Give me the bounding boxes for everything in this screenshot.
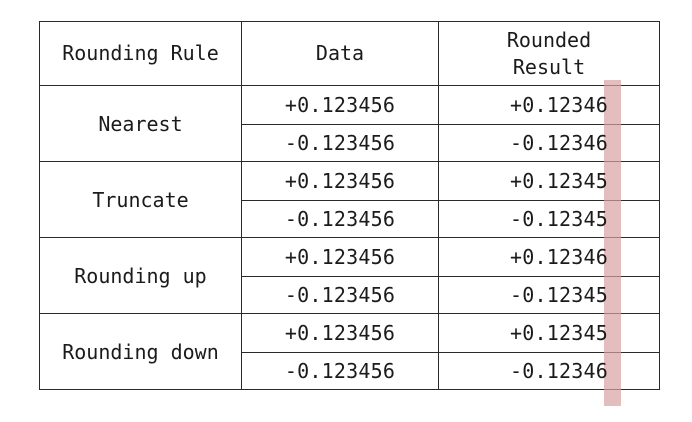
header-rounded-result-line1: Rounded (506, 27, 592, 52)
rounded-last-digit: 5 (595, 169, 608, 193)
rounded-cell: -0.12345 (438, 200, 660, 238)
rounded-cell: +0.12345 (438, 161, 660, 201)
rounded-cell: +0.12345 (438, 313, 660, 353)
rounded-base: -0.1234 (510, 359, 596, 383)
table-row: -0.123456 -0.12346 (40, 352, 660, 390)
data-cell: -0.123456 (241, 352, 439, 390)
data-cell: -0.123456 (241, 200, 439, 238)
data-cell: +0.123456 (241, 237, 439, 277)
header-data: Data (241, 21, 439, 86)
data-cell: +0.123456 (241, 161, 439, 201)
table-row: Nearest +0.123456 +0.12346 (39, 85, 660, 162)
rounded-base: -0.1234 (510, 283, 596, 307)
table-row: -0.123456 -0.12345 (40, 200, 660, 238)
rule-nearest: Nearest (39, 85, 242, 162)
header-row: Rounding Rule Data Rounded Result (39, 21, 660, 86)
table-row: Rounding up +0.123456 +0.12346 (39, 237, 660, 314)
header-rounded-result-line2: Result (512, 54, 586, 79)
rounded-base: +0.1234 (510, 245, 596, 269)
table-row: Rounding down +0.123456 +0.12345 (39, 313, 660, 390)
header-rounding-rule: Rounding Rule (39, 21, 242, 86)
table-row: -0.123456 -0.12345 (40, 276, 660, 314)
rounded-cell: -0.12345 (438, 276, 660, 314)
rule-rounding-up: Rounding up (39, 237, 242, 314)
rounded-last-digit: 5 (595, 283, 608, 307)
rounded-base: +0.1234 (510, 93, 596, 117)
rounded-cell: -0.12346 (438, 124, 660, 162)
rounded-base: -0.1234 (510, 131, 596, 155)
rounded-last-digit: 5 (595, 321, 608, 345)
table-row: Truncate +0.123456 +0.12345 (39, 161, 660, 238)
rounded-base: +0.1234 (510, 321, 596, 345)
data-cell: +0.123456 (241, 85, 439, 125)
table-row: -0.123456 -0.12346 (40, 124, 660, 162)
rounded-base: +0.1234 (510, 169, 596, 193)
rule-rounding-down: Rounding down (39, 313, 242, 390)
rounded-cell: +0.12346 (438, 237, 660, 277)
data-cell: -0.123456 (241, 124, 439, 162)
rule-truncate: Truncate (39, 161, 242, 238)
rounded-last-digit: 6 (595, 359, 608, 383)
header-rounded-result: Rounded Result (438, 21, 660, 86)
rounding-rules-table: Rounding Rule Data Rounded Result Neares… (39, 21, 660, 390)
rounded-last-digit: 5 (595, 207, 608, 231)
rounded-cell: +0.12346 (438, 85, 660, 125)
data-cell: +0.123456 (241, 313, 439, 353)
rounded-cell: -0.12346 (438, 352, 660, 390)
rounded-last-digit: 6 (595, 245, 608, 269)
data-cell: -0.123456 (241, 276, 439, 314)
rounded-base: -0.1234 (510, 207, 596, 231)
rounded-last-digit: 6 (595, 93, 608, 117)
rounded-last-digit: 6 (595, 131, 608, 155)
